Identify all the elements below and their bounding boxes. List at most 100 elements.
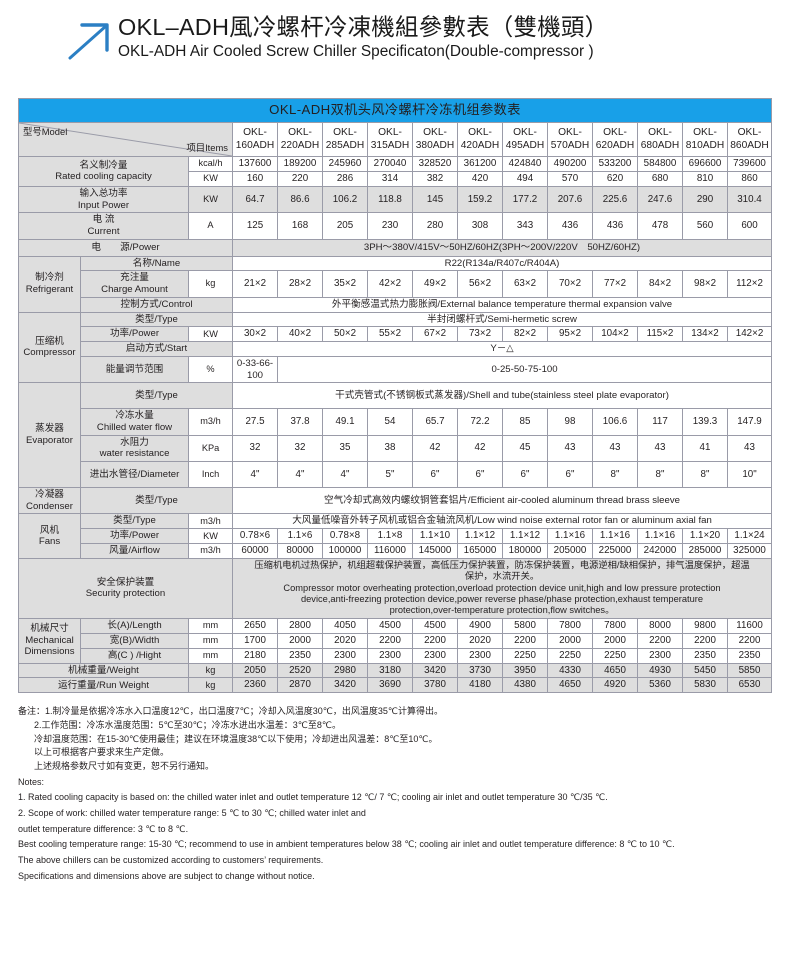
cell: 2300 [322, 647, 368, 664]
dimension-width-label: 宽(B)/Width [80, 632, 189, 649]
note-en-1: 2. Scope of work: chilled water temperat… [18, 808, 366, 819]
cell: 242000 [637, 543, 683, 560]
cell: 308 [457, 212, 503, 240]
cell: 0.78×8 [322, 528, 368, 545]
cell: 3420 [412, 662, 458, 679]
cell: 8000 [637, 617, 683, 634]
cell: 3780 [412, 677, 458, 694]
row-compressor-start: 启动方式/Start Y－△ [19, 341, 773, 357]
cell: 77×2 [592, 270, 638, 298]
cell: 28×2 [277, 270, 323, 298]
cell: 4050 [322, 617, 368, 634]
cell: 27.5 [232, 408, 278, 436]
cell: 570 [547, 170, 593, 187]
cell: 8" [637, 461, 683, 489]
fans-type-label: 类型/Type [80, 513, 189, 530]
fans-power-label: 功率/Power [80, 528, 189, 545]
spec-table-wrapper: OKL-ADH双机头风冷螺杆冷冻机组参数表 型号Model 项目Items OK… [17, 98, 773, 694]
model-line1: OKL- [288, 127, 312, 139]
cell: 37.8 [277, 408, 323, 436]
security-text-en-3: protection,over-temperature protection,f… [389, 605, 615, 616]
cell: 1.1×20 [682, 528, 728, 545]
note-cn-2: 冷却温度范围：在15-30℃使用最佳；建议在环境温度38℃以下使用；冷却进出风温… [34, 733, 438, 744]
cell: 1.1×6 [277, 528, 323, 545]
cell: 41 [682, 434, 728, 463]
cell: 21×2 [232, 270, 278, 298]
evaporator-type-value: 干式壳管式(不锈钢板式蒸发器)/Shell and tube(stainless… [231, 382, 773, 410]
model-col-6: OKL- 495ADH [502, 122, 548, 157]
model-line1: OKL- [693, 127, 717, 139]
cell: 6" [412, 461, 458, 489]
power-supply-value: 3PH～380V/415V～50HZ/60HZ(3PH～200V/220V 50… [231, 238, 773, 257]
cell: 680 [637, 170, 683, 187]
cell: 7800 [592, 617, 638, 634]
rated-cooling-kw-unit: KW [188, 170, 233, 187]
security-text-en-2: device,anti-freezing protection device,p… [300, 594, 704, 605]
model-items-corner-cell: 型号Model 项目Items [18, 122, 233, 157]
refrigerant-name-label: 名称/Name [80, 255, 233, 272]
cell: 84×2 [637, 270, 683, 298]
current-label-en: Current [87, 225, 120, 237]
cell: 106.2 [322, 185, 368, 214]
cell: 42 [457, 434, 503, 463]
cell: 5360 [637, 677, 683, 694]
input-power-label-cn: 输入总功率 [79, 187, 128, 199]
row-fans-type: 风机 Fans 类型/Type m3/h 大风量低噪音外转子风机或铝合金轴流风机… [18, 513, 773, 560]
row-dimension-width: 宽(B)/Width mm 1700 2000 2020 2200 2200 2… [19, 632, 773, 649]
cell: 1.1×8 [367, 528, 413, 545]
cell: 85 [502, 408, 548, 436]
cell: 361200 [457, 156, 503, 172]
rated-cooling-kcal-unit: kcal/h [188, 156, 233, 172]
cell: 40×2 [277, 326, 323, 343]
refrigerant-name-value: R22(R134a/R407c/R404A) [231, 255, 773, 272]
cell: 533200 [592, 156, 638, 172]
cell: 1.1×12 [502, 528, 548, 545]
cell: 38 [367, 434, 413, 463]
cell: 1.1×16 [547, 528, 593, 545]
cell: 2180 [232, 647, 278, 664]
evaporator-flow-unit: m3/h [188, 408, 233, 436]
model-header-row: 型号Model 项目Items OKL- 160ADH OKL- 220ADH OK… [18, 122, 773, 157]
fans-group-label: 风机 Fans [18, 513, 81, 560]
security-text-en-1: Compressor motor overheating protection,… [283, 582, 721, 593]
model-line1: OKL- [648, 127, 672, 139]
cell: 225.6 [592, 185, 638, 214]
dimension-width-unit: mm [188, 632, 233, 649]
note-en-2: outlet temperature difference: 3 ℃ to 8 … [18, 823, 189, 834]
cell: 2000 [547, 632, 593, 649]
row-run-weight: 运行重量/Run Weight kg 2360 2870 3420 3690 3… [18, 677, 773, 694]
cell: 4" [322, 461, 368, 489]
cell: 2200 [726, 632, 773, 649]
model-col-1: OKL- 220ADH [277, 122, 323, 157]
cell: 739600 [726, 156, 773, 172]
cell: 560 [682, 212, 728, 240]
rated-cooling-label: 名义制冷量 Rated cooling capacity [18, 156, 189, 187]
cell: 86.6 [277, 185, 323, 214]
cell: 290 [682, 185, 728, 214]
cell: 35×2 [322, 270, 368, 298]
cell: 9800 [682, 617, 728, 634]
cell: 147.9 [726, 408, 773, 436]
cell: 137600 [232, 156, 278, 172]
row-compressor-power: 功率/Power KW 30×2 40×2 50×2 55×2 67×2 73×… [19, 326, 773, 343]
condenser-group-en: Condenser [26, 500, 73, 512]
row-dimension-length: 机械尺寸 Mechanical Dimensions 长(A)/Length m… [18, 617, 773, 664]
row-refrigerant-name: 制冷剂 Refrigerant 名称/Name R22(R134a/R407c/… [18, 255, 773, 313]
cell: 328520 [412, 156, 458, 172]
compressor-group-cn: 压缩机 [35, 335, 64, 347]
cell: 4650 [592, 662, 638, 679]
cell: 106.6 [592, 408, 638, 436]
condenser-group-label: 冷凝器 Condenser [18, 487, 81, 515]
cell: 43 [726, 434, 773, 463]
cell: 5450 [682, 662, 728, 679]
model-line2: 620ADH [595, 139, 635, 151]
cell: 56×2 [457, 270, 503, 298]
current-unit: A [188, 212, 233, 240]
power-supply-label: 电 源/Power [18, 238, 233, 257]
row-compressor-energy: 能量调节范围 % 0-33-66-100 0-25-50-75-100 [19, 355, 773, 384]
cell: 4180 [457, 677, 503, 694]
row-security-protection: 安全保护装置 Security protection 压缩机电机过热保护，机组超… [18, 558, 773, 619]
cell: 2300 [412, 647, 458, 664]
evaporator-resistance-label: 水阻力 water resistance [80, 434, 189, 463]
cell: 42×2 [367, 270, 413, 298]
